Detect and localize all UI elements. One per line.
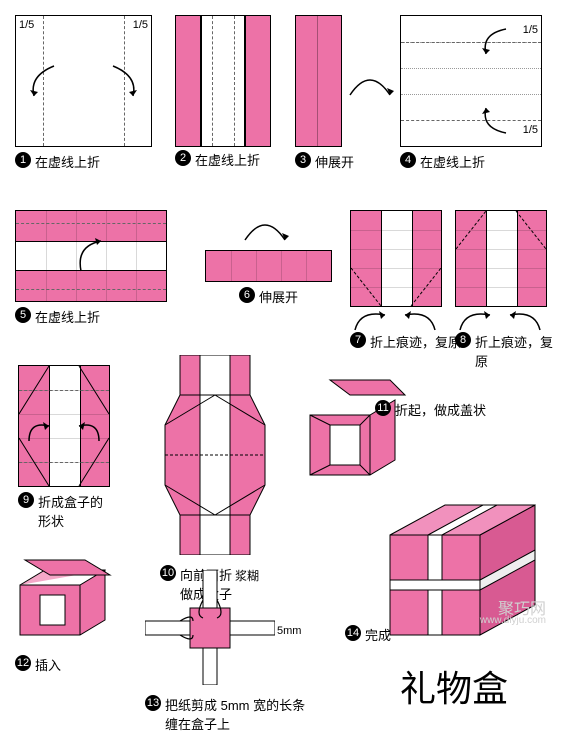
step-3: 3伸展开 — [295, 15, 354, 171]
diagram-3 — [295, 15, 342, 147]
step-10: 10向前面折 做成盒子 — [160, 355, 270, 603]
step-9: 9折成盒子的 形状 — [18, 365, 110, 530]
curve-arrow-icon — [505, 305, 545, 335]
step-1: 1/5 1/5 1在虚线上折 — [15, 15, 152, 171]
step-label: 折成盒子的 形状 — [38, 492, 103, 530]
diagram-2 — [175, 15, 270, 145]
paste-label: 浆糊 — [235, 567, 259, 584]
step-label: 折上痕迹，复原 — [475, 332, 561, 370]
step-number: 9 — [18, 492, 34, 508]
frac-label: 1/5 — [523, 124, 538, 136]
frac-label: 1/5 — [133, 19, 148, 31]
step-number: 6 — [239, 287, 255, 303]
step-number: 12 — [15, 655, 31, 671]
step-13: 浆糊 5mm 13把纸剪成 5mm 宽的长条 缠在盒子上 — [145, 570, 315, 733]
dimension-label: 5mm — [277, 625, 301, 637]
diagram-5 — [15, 210, 167, 302]
step-7: 7折上痕迹，复原 — [350, 210, 461, 351]
diagram-11 — [300, 375, 410, 485]
step-number: 3 — [295, 152, 311, 168]
step-number: 5 — [15, 307, 31, 323]
step-label: 在虚线上折 — [420, 152, 485, 171]
step-11: 11折起，做成盖状 — [300, 375, 410, 490]
step-label: 完成 — [365, 625, 391, 644]
step-label: 把纸剪成 5mm 宽的长条 缠在盒子上 — [165, 695, 305, 733]
step-2: 2在虚线上折 — [175, 15, 270, 169]
step-4: 1/5 1/5 4在虚线上折 — [400, 15, 542, 171]
curve-arrow-icon — [240, 205, 290, 245]
diagram-4: 1/5 1/5 — [400, 15, 542, 147]
curve-arrow-icon — [71, 236, 111, 276]
diagram-12 — [15, 555, 120, 645]
step-number: 13 — [145, 695, 161, 711]
watermark-url: www.diyju.com — [480, 615, 546, 626]
curve-arrow-icon — [345, 60, 395, 100]
step-label: 插入 — [35, 655, 61, 674]
step-label: 在虚线上折 — [35, 307, 100, 326]
diagram-10 — [160, 355, 270, 555]
step-12: 12插入 — [15, 555, 120, 674]
diagram-9 — [18, 365, 110, 487]
curve-arrow-icon — [400, 305, 440, 335]
curve-arrow-icon — [471, 103, 511, 138]
frac-label: 1/5 — [523, 24, 538, 36]
step-8: 8折上痕迹，复原 — [455, 210, 561, 370]
diagram-1: 1/5 1/5 — [15, 15, 152, 147]
step-number: 11 — [375, 400, 391, 416]
title: 礼物盒 — [400, 660, 508, 712]
step-6: 6伸展开 — [205, 215, 332, 306]
step-label: 伸展开 — [259, 287, 298, 306]
step-label: 在虚线上折 — [195, 150, 260, 169]
step-5: 5在虚线上折 — [15, 210, 167, 326]
step-label: 伸展开 — [315, 152, 354, 171]
curve-arrow-icon — [74, 416, 104, 446]
curve-arrow-icon — [24, 416, 54, 446]
step-number: 2 — [175, 150, 191, 166]
diagram-7 — [350, 210, 442, 307]
diagram-6 — [205, 250, 332, 282]
diagram-8 — [455, 210, 547, 307]
curve-arrow-icon — [350, 305, 390, 335]
step-label: 折起，做成盖状 — [395, 400, 486, 419]
step-number: 1 — [15, 152, 31, 168]
step-label: 在虚线上折 — [35, 152, 100, 171]
curve-arrow-icon — [24, 61, 64, 101]
step-number: 4 — [400, 152, 416, 168]
diagram-13 — [145, 570, 275, 685]
curve-arrow-icon — [455, 305, 495, 335]
frac-label: 1/5 — [19, 19, 34, 31]
step-number: 14 — [345, 625, 361, 641]
curve-arrow-icon — [471, 24, 511, 59]
curve-arrow-icon — [103, 61, 143, 101]
